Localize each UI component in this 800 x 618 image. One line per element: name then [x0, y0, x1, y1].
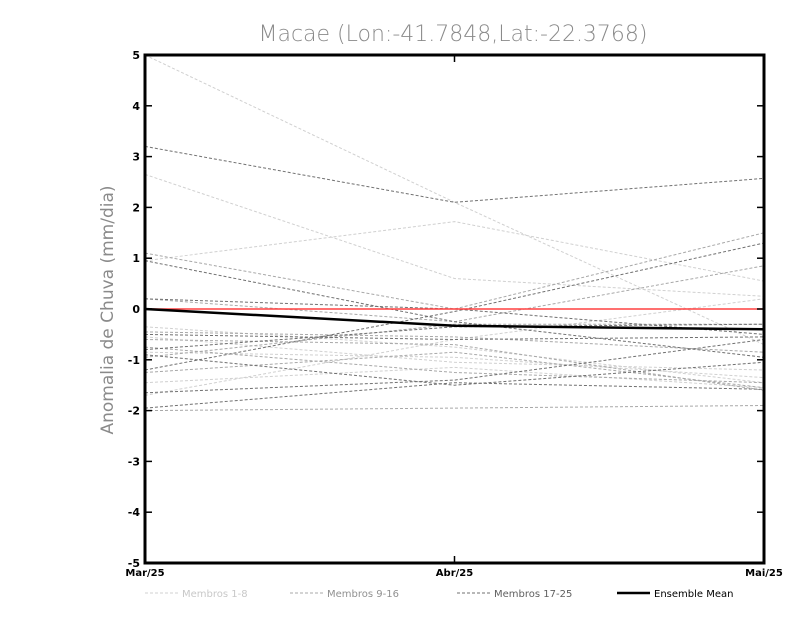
y-tick-label: 4 [132, 100, 140, 113]
y-tick-label: -1 [128, 354, 140, 367]
legend-label-group-2: Membros 9-16 [327, 589, 399, 600]
legend: Membros 1-8 Membros 9-16 Membros 17-25 E… [145, 589, 733, 600]
y-tick-label: 3 [132, 151, 140, 164]
member-series-group [144, 54, 765, 412]
y-tick-label: -5 [128, 557, 140, 570]
series-line-member-23 [144, 382, 765, 409]
series-line-member-12 [144, 405, 765, 412]
y-axis-label: Anomalia de Chuva (mm/dia) [98, 185, 118, 434]
y-tick-label: 5 [132, 49, 140, 62]
series-line-member-1 [144, 54, 765, 346]
series-line-member-8 [144, 298, 765, 396]
series-line-member-10 [144, 331, 765, 353]
series-line-member-13 [144, 323, 764, 358]
y-tick-label: -2 [128, 405, 140, 418]
y-tick-label: 1 [132, 252, 140, 265]
series-line-member-5 [144, 336, 765, 371]
legend-label-group-1: Membros 1-8 [182, 589, 248, 600]
series-line-member-4 [144, 326, 765, 384]
series-line-member-7 [144, 351, 765, 379]
x-tick-label: Mar/25 [125, 568, 164, 579]
y-axis-ticks: 5 4 3 2 1 0 -1 -2 -3 -4 -5 [128, 49, 764, 570]
series-line-member-24 [144, 339, 765, 394]
series-line-member-11 [144, 346, 765, 384]
series-line-member-20 [144, 242, 765, 371]
series-line-member-25 [144, 333, 765, 341]
ensemble-mean-line [144, 307, 765, 331]
series-line-member-2 [144, 173, 765, 297]
chart-title: Macae (Lon:-41.7848,Lat:-22.3768) [258, 22, 647, 47]
legend-label-group-3: Membros 17-25 [494, 589, 572, 600]
y-tick-label: 2 [132, 201, 140, 214]
series-line-member-9 [144, 232, 765, 310]
y-tick-label: -4 [128, 506, 141, 519]
y-tick-label: -3 [128, 455, 140, 468]
x-tick-label: Abr/25 [436, 568, 473, 579]
x-tick-label: Mai/25 [745, 568, 783, 579]
y-tick-label: 0 [132, 303, 140, 316]
series-line-member-17 [144, 145, 765, 203]
series-line-member-19 [144, 298, 765, 335]
series-line-member-3 [144, 221, 765, 282]
x-axis-ticks: Mar/25 Abr/25 Mai/25 [125, 55, 783, 579]
series-line-member-15 [144, 351, 765, 389]
series-line-member-22 [144, 354, 765, 386]
series-line-member-6 [144, 366, 765, 389]
series-line-member-18 [144, 260, 765, 358]
legend-label-mean: Ensemble Mean [654, 589, 733, 600]
